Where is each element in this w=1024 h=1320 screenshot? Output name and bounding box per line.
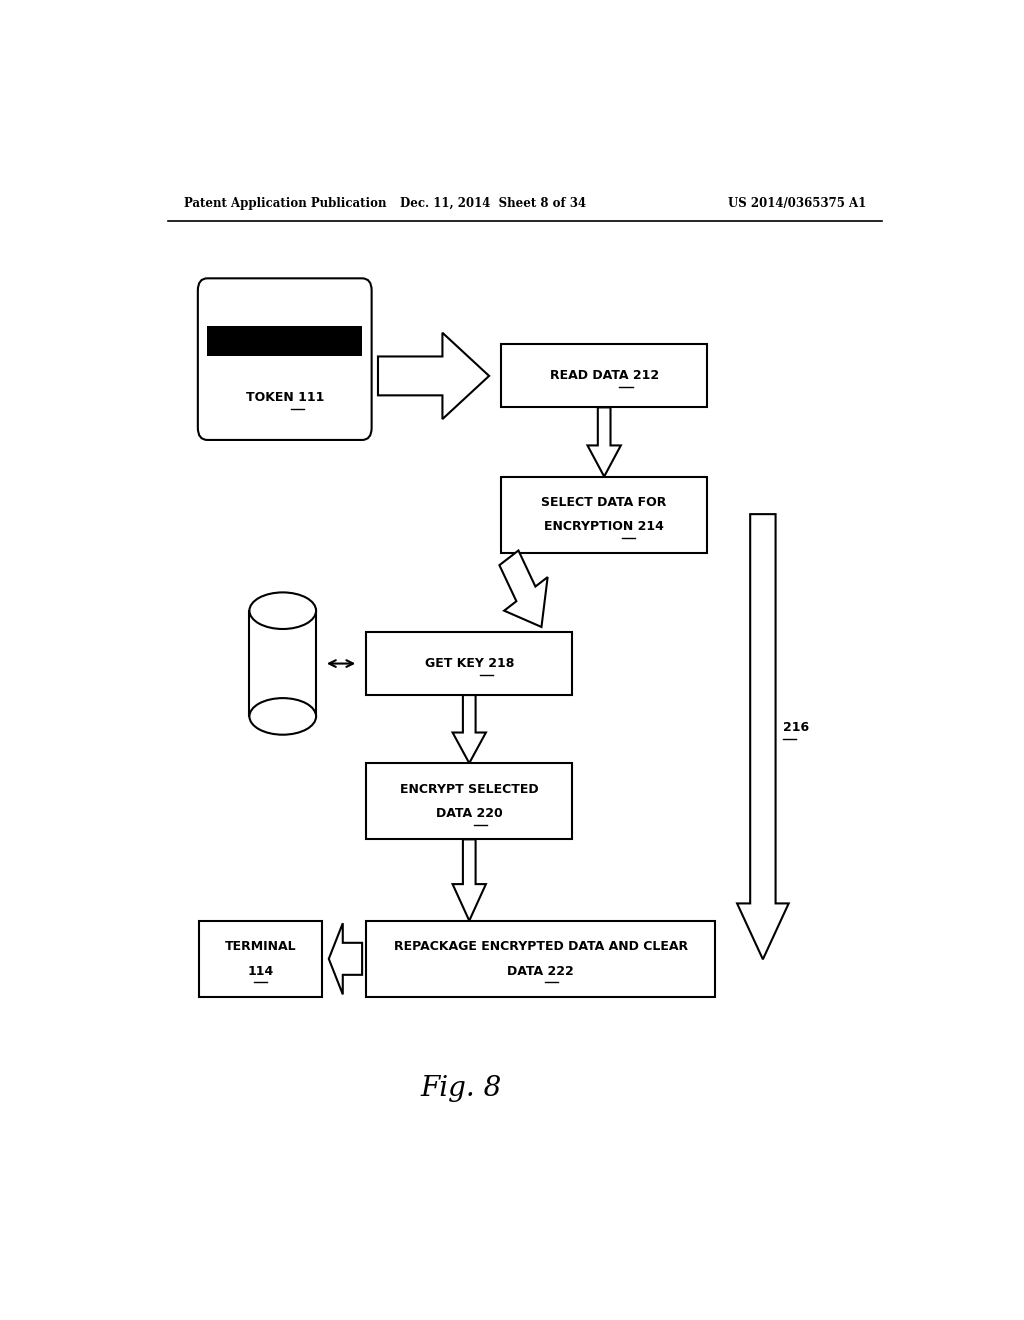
FancyBboxPatch shape: [198, 279, 372, 440]
Polygon shape: [500, 550, 548, 627]
FancyBboxPatch shape: [367, 921, 715, 997]
FancyBboxPatch shape: [367, 632, 572, 696]
Text: DATA 222: DATA 222: [507, 965, 574, 978]
Ellipse shape: [250, 698, 316, 735]
Text: DATA 220: DATA 220: [436, 807, 503, 820]
FancyBboxPatch shape: [367, 763, 572, 840]
Text: REPACKAGE ENCRYPTED DATA AND CLEAR: REPACKAGE ENCRYPTED DATA AND CLEAR: [393, 940, 688, 953]
Polygon shape: [588, 408, 621, 477]
Text: GET KEY 218: GET KEY 218: [425, 657, 514, 671]
Ellipse shape: [250, 593, 316, 630]
Text: TOKEN 111: TOKEN 111: [246, 391, 324, 404]
Text: ENCRYPTION 214: ENCRYPTION 214: [544, 520, 665, 533]
Text: TERMINAL: TERMINAL: [225, 940, 297, 953]
FancyBboxPatch shape: [200, 921, 323, 997]
Polygon shape: [453, 696, 486, 763]
Text: 216: 216: [782, 721, 809, 734]
Bar: [207, 326, 362, 356]
Polygon shape: [453, 840, 486, 921]
Bar: [250, 611, 316, 717]
Polygon shape: [737, 515, 788, 960]
Text: ENCRYPT SELECTED: ENCRYPT SELECTED: [400, 783, 539, 796]
Text: Patent Application Publication: Patent Application Publication: [183, 197, 386, 210]
Text: US 2014/0365375 A1: US 2014/0365375 A1: [728, 197, 866, 210]
Text: READ DATA 212: READ DATA 212: [550, 370, 658, 383]
Text: 114: 114: [248, 965, 274, 978]
Text: SELECT DATA FOR: SELECT DATA FOR: [542, 496, 667, 510]
FancyBboxPatch shape: [501, 477, 708, 553]
Text: Fig. 8: Fig. 8: [421, 1074, 502, 1102]
Polygon shape: [378, 333, 489, 420]
Polygon shape: [329, 923, 362, 994]
Text: Dec. 11, 2014  Sheet 8 of 34: Dec. 11, 2014 Sheet 8 of 34: [400, 197, 586, 210]
FancyBboxPatch shape: [501, 345, 708, 408]
